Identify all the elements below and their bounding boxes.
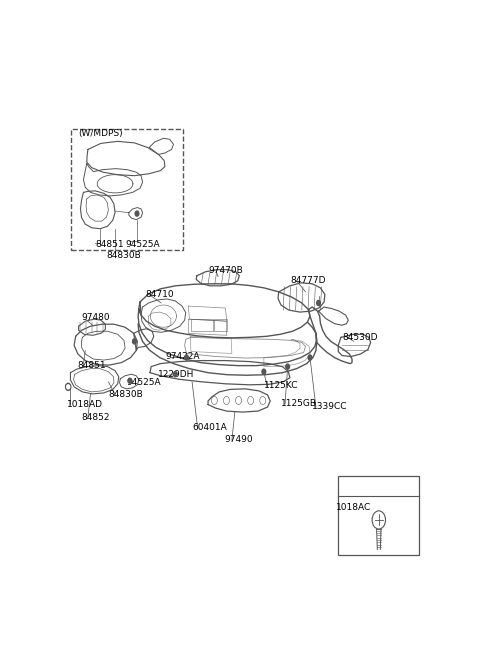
Text: 94525A: 94525A xyxy=(125,240,160,249)
Circle shape xyxy=(286,364,289,369)
Text: 1125GB: 1125GB xyxy=(281,398,317,407)
Text: 1229DH: 1229DH xyxy=(157,370,194,379)
Text: 84851: 84851 xyxy=(96,240,124,249)
Text: 1018AC: 1018AC xyxy=(336,502,372,512)
Circle shape xyxy=(173,372,177,377)
Text: 84852: 84852 xyxy=(82,413,110,422)
Circle shape xyxy=(135,211,139,216)
Circle shape xyxy=(128,379,132,383)
Text: 84710: 84710 xyxy=(145,290,174,299)
Circle shape xyxy=(67,385,70,389)
Circle shape xyxy=(132,339,136,344)
Text: 84830B: 84830B xyxy=(107,251,141,260)
Text: 84530D: 84530D xyxy=(343,333,378,342)
Text: 1339CC: 1339CC xyxy=(312,401,348,411)
Text: 84777D: 84777D xyxy=(290,276,326,285)
Circle shape xyxy=(317,300,321,306)
Text: 97480: 97480 xyxy=(82,313,110,322)
Text: 97470B: 97470B xyxy=(209,266,243,275)
Text: 60401A: 60401A xyxy=(192,422,227,432)
Text: 1125KC: 1125KC xyxy=(264,381,299,390)
Circle shape xyxy=(308,355,312,360)
Text: 97490: 97490 xyxy=(225,436,253,444)
Circle shape xyxy=(185,355,188,360)
Circle shape xyxy=(66,383,71,390)
Text: 94525A: 94525A xyxy=(126,379,161,387)
Text: 84851: 84851 xyxy=(77,361,106,370)
Text: 84830B: 84830B xyxy=(108,390,143,399)
Text: 1018AD: 1018AD xyxy=(67,400,103,409)
Text: 97422A: 97422A xyxy=(165,352,199,361)
Circle shape xyxy=(262,369,266,374)
Text: (W/MDPS): (W/MDPS) xyxy=(78,129,122,138)
